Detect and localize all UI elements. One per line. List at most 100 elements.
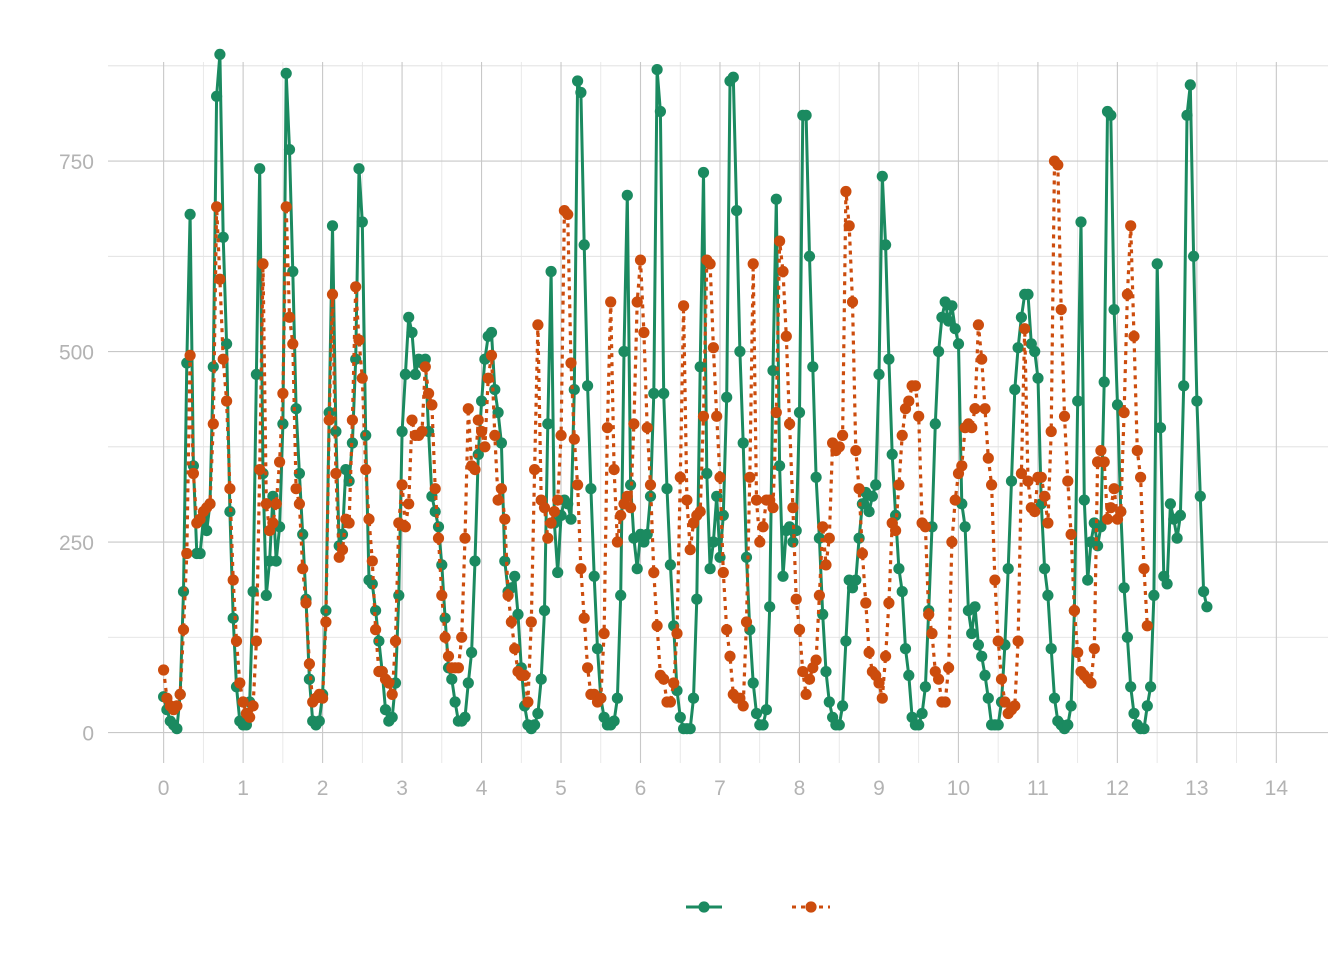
- series-1-point: [562, 208, 574, 220]
- series-1-point: [721, 624, 733, 636]
- series-1-point: [724, 650, 736, 662]
- series-1-point: [1015, 467, 1027, 480]
- series-1-point: [598, 627, 610, 640]
- series-0-point: [1125, 681, 1137, 693]
- series-1-point: [174, 688, 186, 701]
- series-0-point: [621, 189, 633, 201]
- series-0-point: [803, 250, 816, 262]
- series-1-point: [459, 532, 471, 544]
- series-0-point: [1002, 563, 1014, 575]
- series-1-point: [224, 483, 236, 495]
- series-1-point: [158, 664, 170, 676]
- y-tick-label: 500: [59, 342, 94, 365]
- series-0-point: [171, 723, 183, 735]
- series-0-point: [820, 666, 832, 678]
- series-1-point: [883, 597, 895, 609]
- series-1-point: [260, 498, 272, 510]
- series-0-point: [552, 566, 564, 579]
- series-1-point: [744, 471, 756, 483]
- series-0-point: [214, 48, 226, 61]
- series-0-point: [1171, 532, 1183, 544]
- series-1-point: [989, 574, 1001, 586]
- series-0-point: [979, 669, 991, 682]
- series-0-point: [476, 395, 488, 407]
- series-0-point: [538, 605, 551, 617]
- series-1-point: [489, 429, 501, 441]
- series-1-point: [641, 422, 653, 434]
- series-1-point: [227, 574, 239, 586]
- series-0-point: [807, 361, 819, 373]
- series-0-point: [893, 563, 905, 575]
- series-1-point: [1141, 620, 1153, 632]
- series-0-point: [409, 368, 421, 380]
- series-0-point: [485, 326, 498, 339]
- series-0-point: [177, 586, 190, 598]
- series-1-point: [750, 494, 763, 506]
- x-tick-label: 12: [1106, 777, 1129, 800]
- series-1-point: [303, 658, 315, 670]
- series-0-point: [1082, 574, 1094, 586]
- series-1-point: [840, 185, 852, 198]
- series-1-point: [644, 479, 657, 491]
- series-1-point: [890, 525, 902, 537]
- series-0-point: [1111, 399, 1124, 411]
- series-1-point: [648, 566, 660, 579]
- series-1-point: [595, 692, 607, 704]
- series-1-point: [204, 498, 216, 510]
- series-1-point: [1131, 445, 1143, 457]
- y-tick-label: 250: [59, 532, 94, 555]
- series-0-point: [330, 425, 342, 438]
- series-0-point: [876, 170, 888, 182]
- series-0-point: [578, 239, 590, 251]
- series-0-point: [386, 711, 398, 723]
- series-1-point: [976, 353, 988, 365]
- series-1-point: [177, 624, 190, 636]
- series-0-point: [800, 109, 812, 121]
- series-1-point: [707, 342, 720, 354]
- series-0-point: [770, 193, 782, 205]
- series-1-point: [297, 563, 309, 575]
- series-1-point: [287, 338, 299, 350]
- series-0-point: [880, 239, 892, 251]
- x-tick-label: 14: [1265, 777, 1289, 800]
- series-0-point: [250, 368, 262, 380]
- series-1-point: [638, 326, 650, 339]
- series-0-point: [866, 490, 879, 502]
- series-0-point: [952, 338, 965, 350]
- series-1-point: [615, 509, 627, 521]
- series-1-point: [979, 403, 991, 415]
- x-tick-label: 2: [317, 777, 329, 800]
- series-1-point: [244, 711, 256, 723]
- series-1-point: [383, 677, 395, 689]
- series-1-point: [525, 616, 537, 628]
- series-1-point: [982, 452, 994, 464]
- series-0-point: [449, 696, 461, 708]
- series-0-point: [1201, 601, 1213, 613]
- series-1-point: [211, 201, 223, 213]
- series-0-point: [949, 323, 961, 335]
- series-1-point: [499, 513, 511, 525]
- series-1-point: [625, 502, 637, 514]
- series-0-point: [664, 559, 677, 571]
- x-tick-label: 5: [555, 777, 567, 800]
- series-1-point: [896, 429, 908, 441]
- series-0-point: [572, 75, 584, 87]
- series-1-point: [396, 479, 408, 491]
- series-0-point: [373, 635, 385, 647]
- x-tick-label: 4: [476, 777, 488, 800]
- series-1-point: [436, 589, 448, 602]
- series-1-point: [787, 502, 799, 514]
- series-0-point: [379, 704, 392, 716]
- series-1-point: [714, 471, 726, 483]
- series-1-point: [1052, 159, 1064, 171]
- series-1-point: [601, 422, 614, 434]
- series-0-point: [582, 380, 594, 392]
- series-0-point: [1174, 509, 1186, 521]
- series-1-point: [545, 517, 557, 529]
- series-1-point: [681, 494, 693, 506]
- series-1-point: [605, 296, 617, 308]
- series-1-point: [1045, 425, 1057, 438]
- series-0-point: [446, 673, 458, 685]
- series-1-point: [582, 662, 594, 674]
- series-0-point: [396, 425, 408, 438]
